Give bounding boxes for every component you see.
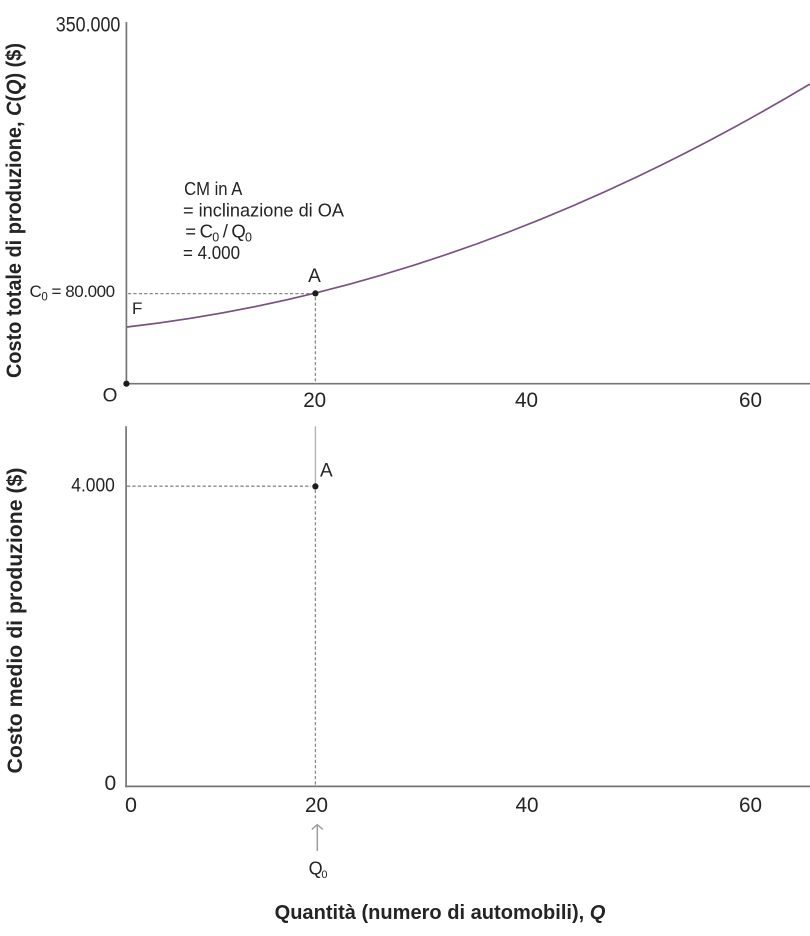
- svg-text:40: 40: [515, 388, 538, 412]
- svg-text:CM in A: CM in A: [184, 178, 243, 199]
- svg-text:F: F: [132, 299, 142, 318]
- svg-text:0: 0: [105, 772, 117, 795]
- svg-text:4.000: 4.000: [71, 474, 115, 496]
- svg-text:20: 20: [305, 793, 328, 817]
- svg-text:A: A: [308, 266, 321, 287]
- svg-text:0: 0: [125, 793, 137, 817]
- svg-text:Costo totale di produzione, C(: Costo totale di produzione, C(Q) ($): [2, 43, 26, 378]
- svg-text:= inclinazione di OA: = inclinazione di OA: [183, 199, 345, 220]
- svg-text:60: 60: [739, 793, 762, 817]
- svg-text:Quantità (numero di automobili: Quantità (numero di automobili), Q: [275, 901, 606, 924]
- svg-text:C0 = 80.000: C0 = 80.000: [30, 282, 115, 304]
- svg-text:20: 20: [303, 388, 326, 412]
- svg-text:Costo medio di produzione ($): Costo medio di produzione ($): [3, 468, 27, 774]
- svg-text:= 4.000: = 4.000: [183, 242, 240, 263]
- svg-text:60: 60: [739, 388, 762, 412]
- svg-text:40: 40: [516, 793, 539, 817]
- svg-text:Q0: Q0: [309, 859, 328, 882]
- svg-text:= C0 / Q0: = C0 / Q0: [185, 221, 252, 245]
- svg-text:350.000: 350.000: [56, 13, 121, 37]
- svg-text:A: A: [320, 461, 333, 482]
- svg-text:O: O: [103, 386, 118, 407]
